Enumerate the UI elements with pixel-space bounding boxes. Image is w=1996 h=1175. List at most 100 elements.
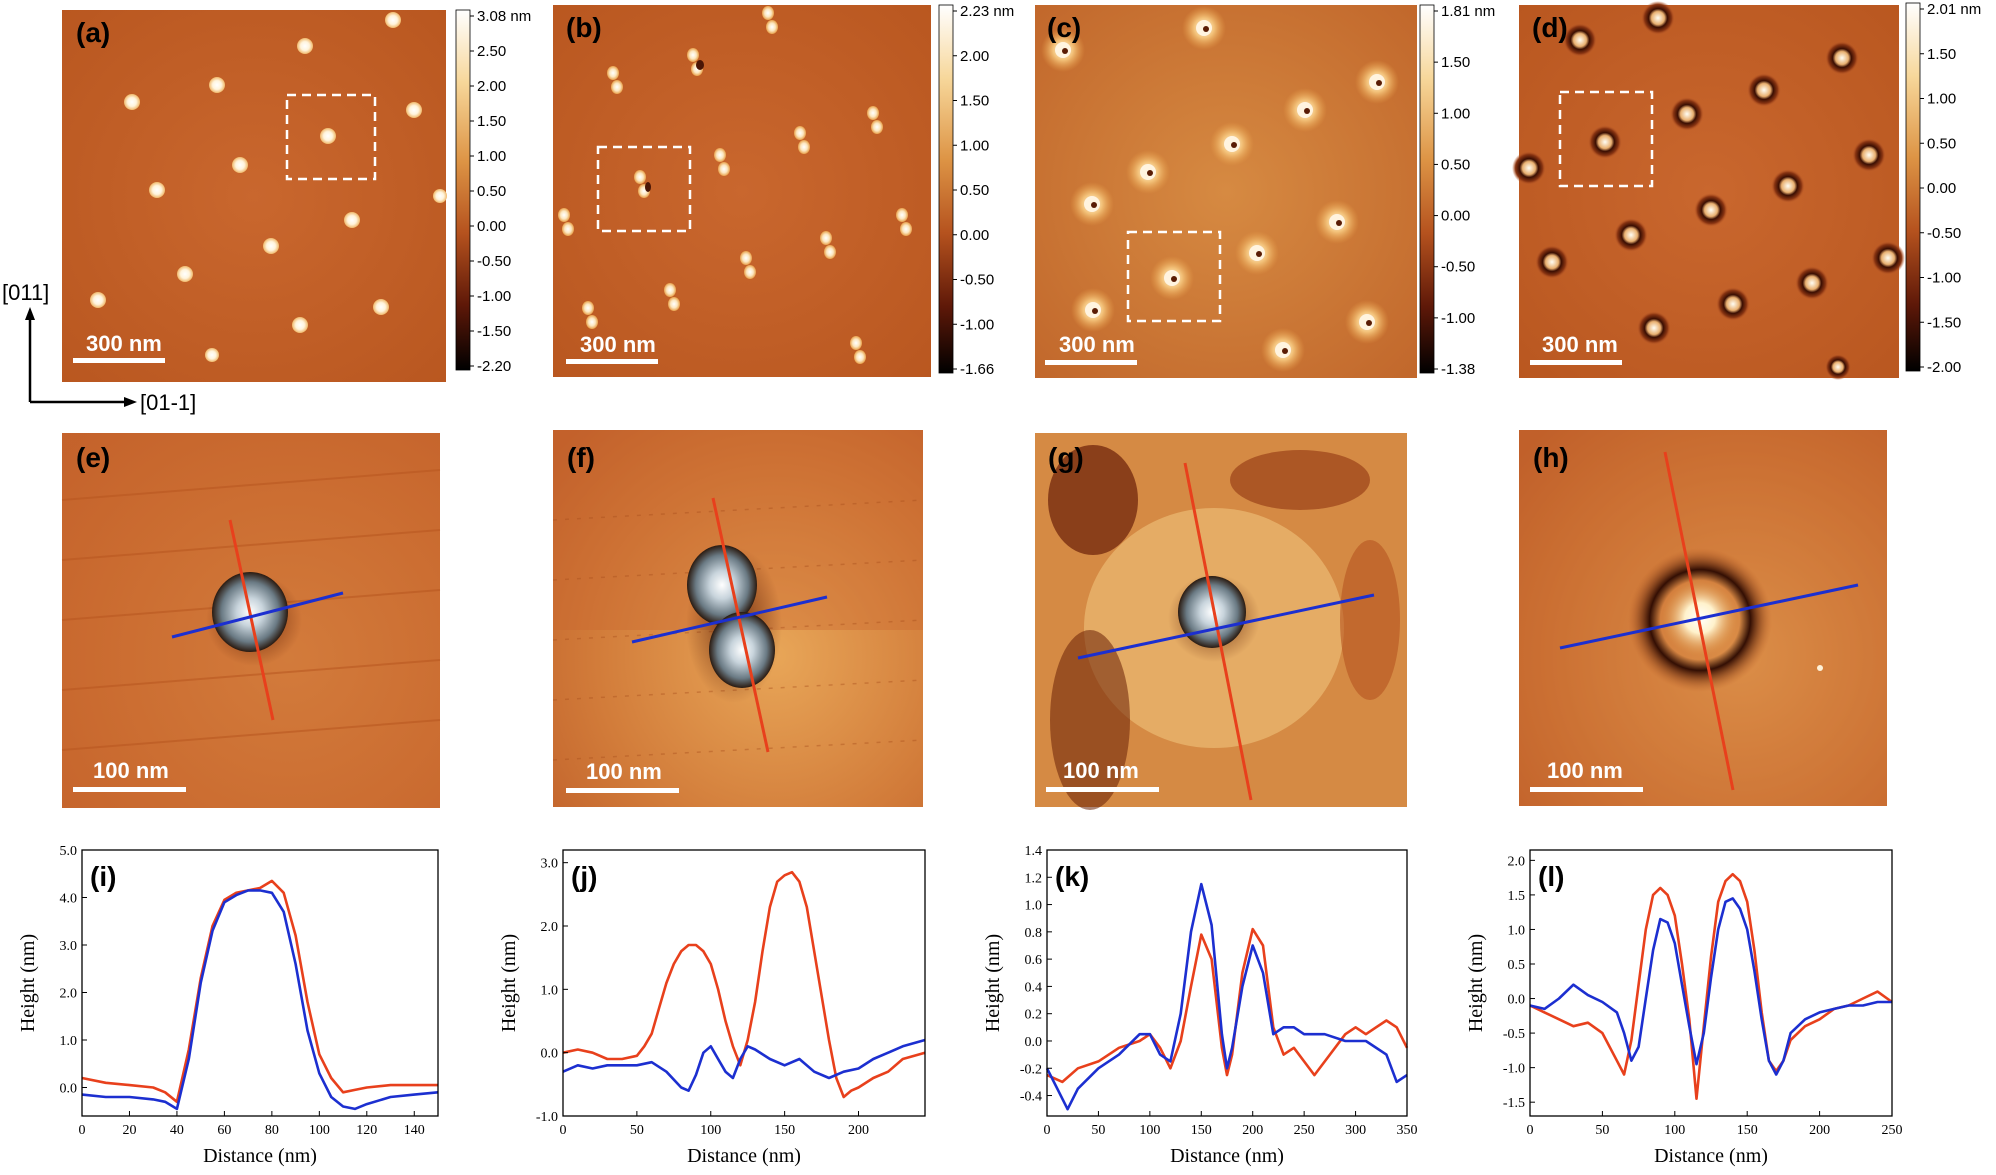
y-tick-label: 4.0 [60, 892, 78, 907]
y-tick-label: -1.5 [1503, 1096, 1525, 1111]
y-tick-label: -0.4 [1020, 1090, 1042, 1105]
panel-label-b: (b) [566, 12, 602, 43]
profile-line-red-h [1663, 451, 1735, 791]
plot-label: (k) [1055, 861, 1089, 892]
selection-box-c [1126, 230, 1222, 323]
texture-f [552, 499, 924, 761]
profile-line-blue-f [631, 595, 828, 644]
series-line-blue [562, 1038, 926, 1092]
colorbar-tick-label: 1.50 [1441, 54, 1470, 71]
panel-label-c: (c) [1047, 12, 1081, 43]
x-axis-label: Distance (nm) [1654, 1145, 1768, 1167]
y-tick-label: 0.4 [1025, 980, 1043, 995]
panel-e: (e) 100 nm [61, 433, 441, 808]
dots-d [1512, 1, 1905, 380]
colorbar-c [1419, 4, 1435, 374]
colorbar-a [455, 9, 471, 371]
scalebar-label-c: 300 nm [1059, 332, 1135, 357]
x-tick-label: 50 [1091, 1123, 1105, 1138]
scalebar-d [1530, 360, 1622, 365]
x-tick-label: 80 [265, 1123, 279, 1138]
panel-d: (d) 300 nm 2.01 nm 1.50 1.00 0.50 0.00 -0.50 -… [1512, 1, 1981, 380]
x-axis-label: Distance (nm) [1170, 1145, 1284, 1167]
profile-line-red-f [711, 497, 770, 753]
colorbar-tick-label: 2.23 nm [960, 3, 1014, 20]
panel-h: (h) 100 nm [1519, 430, 1887, 806]
x-tick-label: 0 [1527, 1123, 1534, 1138]
x-tick-label: 100 [309, 1123, 330, 1138]
x-tick-label: 0 [79, 1123, 86, 1138]
colorbar-tick-label: 1.50 [477, 113, 506, 130]
x-tick-label: 250 [1882, 1123, 1903, 1138]
colorbar-d [1905, 2, 1921, 372]
colorbar-tick-label: 1.00 [1927, 91, 1956, 108]
y-tick-label: 0.5 [1508, 958, 1526, 973]
scalebar-c [1045, 360, 1137, 365]
plot-i: 0 20 40 60 80 100 120 140 0.0 1.0 2.0 3.0 4.0 5.0 Dist… [17, 844, 439, 1167]
plot-frame [562, 849, 926, 1117]
y-tick-label: 1.4 [1025, 844, 1043, 859]
plot-frame [1529, 849, 1893, 1117]
colorbar-tick-label: -0.50 [1441, 259, 1475, 276]
profile-line-red-e [228, 519, 275, 721]
plot-j: 0 50 100 150 200 -1.0 0.0 1.0 2.0 3.0 Distance (nm… [498, 849, 926, 1167]
y-axis-label: Height (nm) [1465, 934, 1487, 1032]
colorbar-tick-label: 1.81 nm [1441, 3, 1495, 20]
y-tick-label: 0.6 [1025, 953, 1043, 968]
x-tick-label: 100 [1139, 1123, 1160, 1138]
x-tick-label: 120 [356, 1123, 377, 1138]
y-tick-label: 2.0 [1508, 854, 1526, 869]
colorbar-ticks-d: 2.01 nm 1.50 1.00 0.50 0.00 -0.50 -1.00 -1.50 -2… [1920, 1, 1981, 376]
colorbar-tick-label: 0.00 [477, 218, 506, 235]
texture-e [61, 469, 441, 751]
scalebar-b [566, 359, 658, 364]
y-tick-label: 2.0 [541, 920, 559, 935]
colorbar-tick-label: 3.08 nm [477, 8, 531, 25]
panel-label-a: (a) [76, 17, 110, 48]
selection-box-d [1558, 90, 1654, 188]
scalebar-label-b: 300 nm [580, 332, 656, 357]
colorbar-tick-label: 0.50 [960, 182, 989, 199]
x-tick-label: 150 [1737, 1123, 1758, 1138]
x-tick-label: 100 [1664, 1123, 1685, 1138]
colorbar-tick-label: -1.50 [477, 323, 511, 340]
y-tick-label: 1.0 [541, 983, 559, 998]
panel-label-f: (f) [567, 442, 595, 473]
selection-box-b [596, 145, 692, 233]
x-tick-label: 300 [1345, 1123, 1366, 1138]
y-tick-label: 0.0 [1508, 993, 1526, 1008]
x-tick-label: 140 [404, 1123, 425, 1138]
plot-label: (l) [1538, 861, 1564, 892]
x-tick-label: 20 [122, 1123, 136, 1138]
y-tick-label: -1.0 [1503, 1062, 1525, 1077]
scalebar-label-d: 300 nm [1542, 332, 1618, 357]
panel-label-h: (h) [1533, 442, 1569, 473]
y-axis-label: Height (nm) [498, 934, 520, 1032]
colorbar-tick-label: -1.00 [477, 288, 511, 305]
selection-box-a [285, 93, 377, 181]
x-tick-label: 350 [1397, 1123, 1418, 1138]
colorbar-tick-label: -1.00 [1927, 270, 1961, 287]
panel-label-g: (g) [1048, 442, 1084, 473]
panel-label-d: (d) [1532, 12, 1568, 43]
plot-l: 0 50 100 150 200 250 -1.5 -1.0 -0.5 0.0 0.5 1.0 1.5 2… [1465, 849, 1903, 1167]
series-line-blue [1045, 882, 1408, 1111]
y-tick-label: 3.0 [541, 857, 559, 872]
direction-arrows: [011] [01-1] [2, 280, 196, 415]
y-tick-label: 1.5 [1508, 889, 1526, 904]
x-tick-label: 200 [1242, 1123, 1263, 1138]
colorbar-ticks-c: 1.81 nm 1.50 1.00 0.50 0.00 -0.50 -1.00 -1.38 [1434, 3, 1495, 378]
series-line-red [1046, 927, 1409, 1084]
profile-line-blue-e [171, 591, 344, 639]
colorbar-tick-label: -1.66 [960, 361, 994, 378]
colorbar-ticks-a: 3.08 nm 2.50 2.00 1.50 1.00 0.50 0.00 -0.50 -1.0… [470, 8, 531, 375]
scalebar-label-g: 100 nm [1063, 758, 1139, 783]
scalebar-e [73, 787, 186, 792]
panel-label-e: (e) [76, 442, 110, 473]
panel-b: (b) 300 nm 2.23 nm 2.00 1.50 1.00 0.50 0.00 -0… [553, 3, 1014, 378]
profile-line-blue-g [1077, 593, 1375, 660]
panel-a: (a) 300 nm 3.08 nm 2.50 2.00 1.50 1.00 0.50 0.… [62, 8, 531, 382]
direction-label-vertical: [011] [2, 280, 49, 305]
colorbar-tick-label: -0.50 [477, 253, 511, 270]
